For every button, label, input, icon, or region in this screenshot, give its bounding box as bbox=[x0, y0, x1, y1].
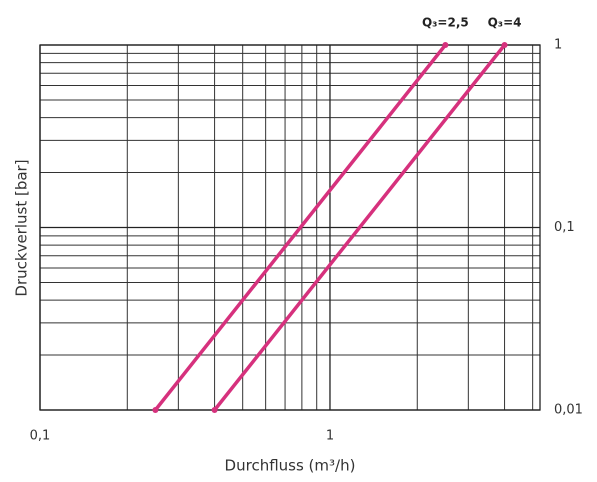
y-axis-title: Druckverlust [bar] bbox=[13, 159, 31, 296]
series-point bbox=[442, 42, 449, 48]
series-point bbox=[501, 42, 508, 48]
series-line bbox=[212, 43, 507, 412]
series-label: Q₃=2,5 bbox=[422, 16, 469, 30]
x-axis-title: Durchfluss (m³/h) bbox=[225, 457, 356, 475]
x-tick-label: 0,1 bbox=[30, 429, 51, 444]
y-tick-label: 0,01 bbox=[554, 403, 583, 418]
series-point bbox=[211, 407, 218, 413]
series-label: Q₃=4 bbox=[488, 16, 522, 30]
y-tick-label: 0,1 bbox=[554, 220, 575, 235]
series-point bbox=[152, 407, 159, 413]
series-line bbox=[153, 43, 448, 412]
plot-frame bbox=[39, 44, 541, 411]
x-tick-label: 1 bbox=[326, 429, 334, 444]
y-tick-label: 1 bbox=[554, 38, 562, 53]
